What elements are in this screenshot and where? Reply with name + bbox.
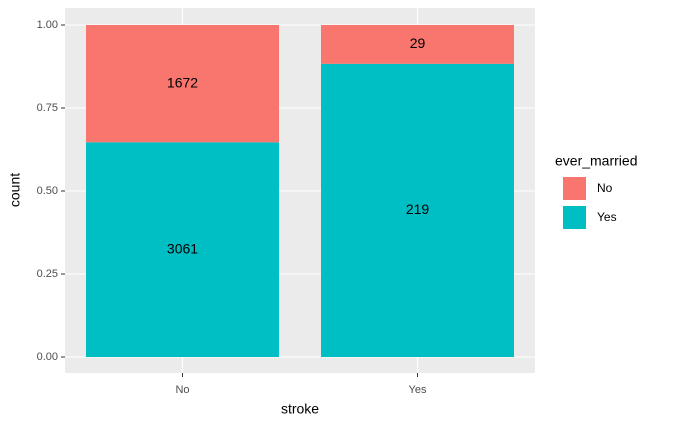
bar-segment bbox=[321, 25, 514, 64]
segment-label: 1672 bbox=[167, 74, 198, 90]
x-tick-label: Yes bbox=[409, 384, 427, 396]
segment-label: 29 bbox=[410, 35, 426, 51]
x-axis-title: stroke bbox=[281, 401, 319, 417]
bar-segment bbox=[86, 25, 279, 143]
bar-segment bbox=[321, 63, 514, 358]
y-tick-label: 0.50 bbox=[37, 185, 58, 197]
y-tick-label: 0.25 bbox=[37, 268, 58, 280]
bar-segment bbox=[86, 142, 279, 357]
y-tick-label: 0.75 bbox=[37, 102, 58, 114]
legend-key bbox=[563, 177, 586, 200]
segment-label: 3061 bbox=[167, 240, 198, 256]
y-tick-label: 1.00 bbox=[37, 19, 58, 31]
x-tick-label: No bbox=[175, 384, 189, 396]
legend-title: ever_married bbox=[555, 153, 637, 169]
legend-label: Yes bbox=[597, 210, 617, 224]
legend-key bbox=[563, 206, 586, 229]
legend-label: No bbox=[597, 181, 613, 195]
y-axis-title: count bbox=[7, 173, 23, 207]
y-tick-label: 0.00 bbox=[37, 351, 58, 363]
segment-label: 219 bbox=[406, 201, 430, 217]
